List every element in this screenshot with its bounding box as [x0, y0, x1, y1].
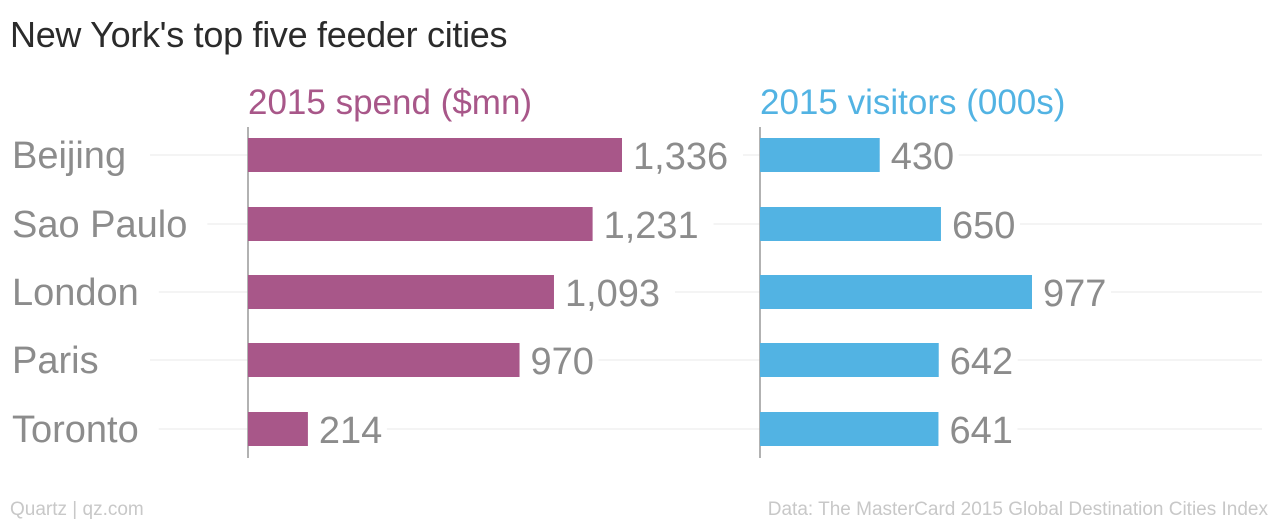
label-backing	[592, 207, 714, 241]
data-label-spend: 1,093	[565, 273, 660, 315]
category-label: Sao Paulo	[12, 204, 187, 246]
category-label-backing	[10, 340, 119, 382]
bar-visitors	[760, 343, 939, 377]
series-header-visitors: 2015 visitors (000s)	[760, 83, 1065, 122]
bar-spend	[248, 207, 593, 241]
label-backing	[940, 207, 1020, 241]
data-label-visitors: 430	[891, 136, 954, 178]
data-label-visitors: 977	[1043, 273, 1106, 315]
data-label-spend: 970	[531, 341, 594, 383]
data-label-spend: 214	[319, 410, 382, 452]
label-backing	[553, 275, 675, 309]
bar-spend	[248, 138, 622, 172]
data-label-visitors: 641	[949, 410, 1012, 452]
bar-spend	[248, 275, 554, 309]
category-label: London	[12, 272, 139, 314]
category-label-backing	[10, 135, 147, 177]
category-label-backing	[10, 272, 159, 314]
category-label: Toronto	[12, 409, 139, 451]
bar-spend	[248, 412, 308, 446]
chart-title: New York's top five feeder cities	[10, 14, 508, 55]
data-source: Data: The MasterCard 2015 Global Destina…	[767, 499, 1268, 520]
bar-spend	[248, 343, 520, 377]
label-backing	[938, 343, 1018, 377]
data-label-spend: 1,336	[633, 136, 728, 178]
source-credit: Quartz | qz.com	[10, 499, 144, 520]
category-label-backing	[10, 409, 159, 451]
label-backing	[1032, 275, 1111, 309]
label-backing	[622, 138, 743, 172]
bar-visitors	[760, 412, 939, 446]
category-label-backing	[10, 204, 208, 246]
label-backing	[938, 412, 1018, 446]
data-label-spend: 1,231	[604, 205, 699, 247]
bar-visitors	[760, 275, 1032, 309]
label-backing	[307, 412, 387, 446]
series-header-spend: 2015 spend ($mn)	[248, 83, 532, 122]
bar-visitors	[760, 207, 941, 241]
category-label: Beijing	[12, 135, 126, 177]
data-label-visitors: 650	[952, 205, 1015, 247]
bar-visitors	[760, 138, 880, 172]
category-label: Paris	[12, 340, 99, 382]
label-backing	[519, 343, 599, 377]
data-label-visitors: 642	[950, 341, 1013, 383]
label-backing	[879, 138, 959, 172]
